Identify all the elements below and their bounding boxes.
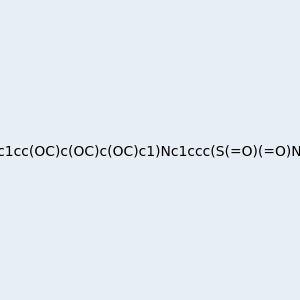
Text: O=C(/C=C/c1cc(OC)c(OC)c(OC)c1)Nc1ccc(S(=O)(=O)N2CCCC2)cc1: O=C(/C=C/c1cc(OC)c(OC)c(OC)c1)Nc1ccc(S(=… xyxy=(0,145,300,158)
